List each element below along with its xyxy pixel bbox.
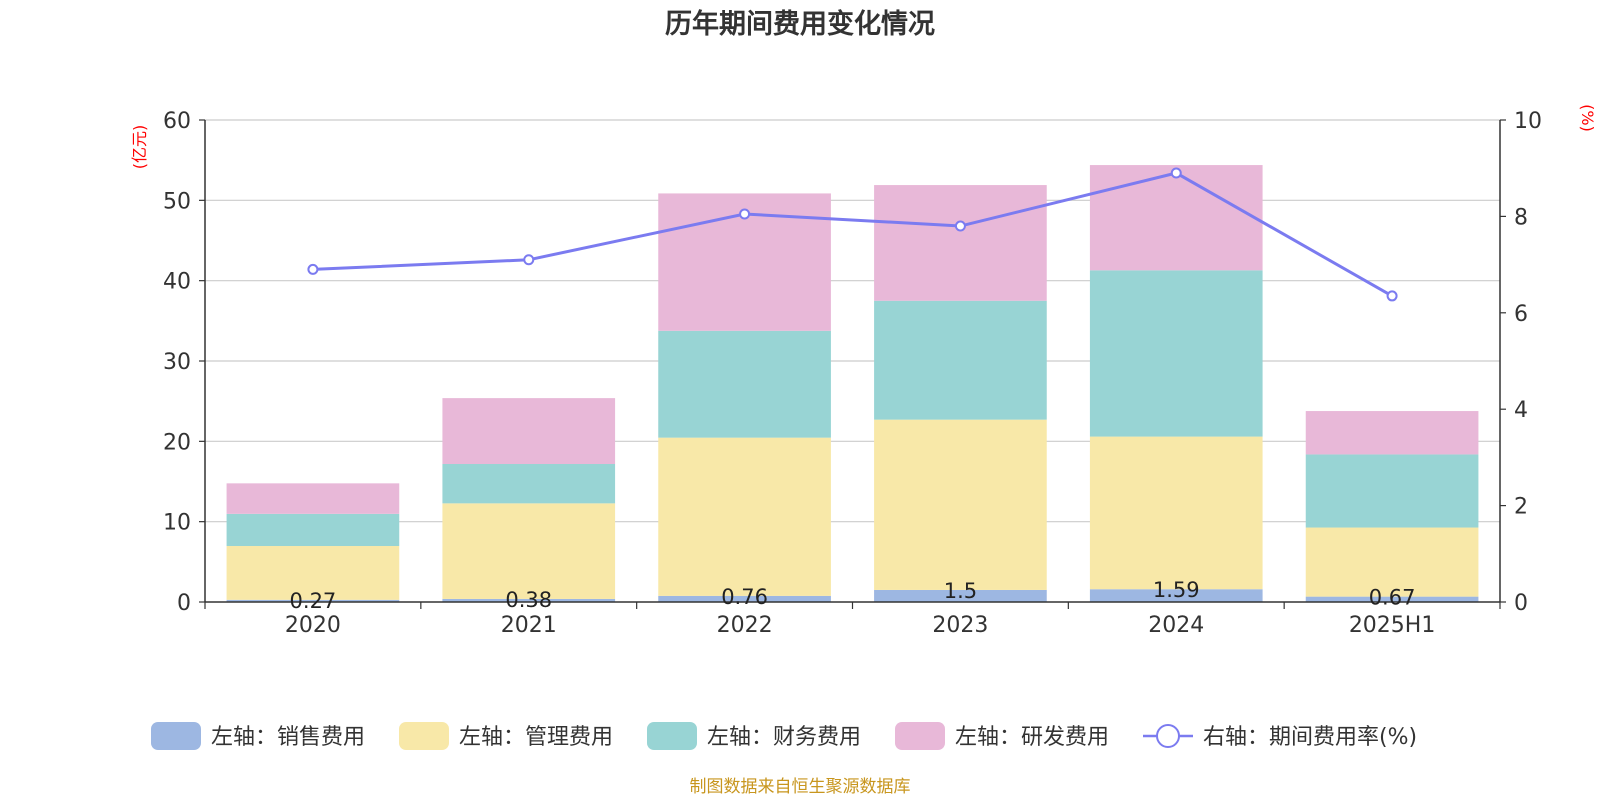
x-tick-label: 2023	[932, 613, 988, 638]
legend-label: 左轴：管理费用	[459, 725, 613, 750]
legend-marker	[1156, 724, 1180, 748]
y-right-tick-label: 2	[1514, 495, 1528, 520]
bar-segment	[874, 589, 1047, 602]
bar-segment	[1305, 527, 1479, 597]
data-label: 1.59	[1153, 578, 1200, 602]
rate-line	[307, 167, 1398, 302]
x-tick-label: 2020	[285, 613, 341, 638]
source-note: 制图数据来自恒生聚源数据库	[690, 777, 911, 797]
legend-swatch	[895, 722, 945, 750]
rate-point	[307, 263, 319, 275]
legend-swatch	[151, 722, 201, 750]
y-axis-left-label: (亿元)	[130, 125, 149, 170]
bar-segment	[442, 598, 616, 602]
data-labels: 0.27 0.38 0.76 1.5 1.59 0.67	[290, 578, 1416, 613]
y-left-tick-label: 40	[163, 270, 191, 295]
bar-segment	[442, 463, 616, 504]
y-left-tick-label: 20	[163, 430, 191, 455]
y-right-tick-label: 6	[1514, 302, 1528, 327]
grid-lines	[205, 119, 1500, 523]
rate-line-path	[312, 171, 1393, 298]
legend-item[interactable]: 左轴：研发费用	[895, 722, 1109, 750]
bars	[226, 165, 1479, 602]
y-right-tick-label: 8	[1514, 205, 1528, 230]
y-left-tick-label: 50	[163, 189, 191, 214]
legend-item[interactable]: 右轴：期间费用率(%)	[1143, 724, 1417, 750]
rate-point	[739, 208, 751, 220]
legend-item[interactable]: 左轴：财务费用	[647, 722, 861, 750]
data-label: 0.38	[505, 588, 552, 612]
bar-segment	[1089, 589, 1263, 602]
legend-item[interactable]: 左轴：管理费用	[399, 722, 613, 750]
bar-segment	[1305, 596, 1479, 602]
y-left-tick-label: 30	[163, 350, 191, 375]
bar-segment	[874, 419, 1047, 590]
rate-point	[1170, 167, 1182, 179]
bar-segment	[1305, 454, 1479, 528]
legend-swatch	[399, 722, 449, 750]
data-label: 0.27	[290, 589, 337, 613]
bar-segment	[1305, 411, 1479, 455]
y-left-tick-label: 60	[163, 109, 191, 134]
bar-segment	[226, 483, 400, 514]
bar-segment	[1089, 436, 1263, 590]
data-label: 1.5	[944, 579, 977, 603]
legend-swatch	[647, 722, 697, 750]
data-label: 0.67	[1369, 586, 1416, 610]
legend-label: 左轴：财务费用	[707, 725, 861, 750]
rate-point	[954, 220, 966, 232]
bar-segment	[1089, 165, 1263, 271]
y-left-tick-label: 10	[163, 511, 191, 536]
axes: 0 10 20 30 40 50 60 0 2 4 6 8 10 2020 2021 2022 2023 2024…	[163, 109, 1542, 638]
bar-segment	[658, 437, 831, 596]
legend[interactable]: 左轴：销售费用 左轴：管理费用 左轴：财务费用 左轴：研发费用 右轴：期间费用率(%)	[151, 722, 1417, 750]
legend-item[interactable]: 左轴：销售费用	[151, 722, 365, 750]
data-label: 0.76	[721, 585, 768, 609]
bar-segment	[874, 185, 1047, 301]
y-right-tick-label: 0	[1514, 591, 1528, 616]
x-tick-label: 2022	[717, 613, 773, 638]
legend-label: 右轴：期间费用率(%)	[1203, 725, 1417, 750]
x-tick-label: 2025H1	[1349, 613, 1436, 638]
legend-label: 左轴：研发费用	[955, 725, 1109, 750]
y-left-tick-label: 0	[177, 591, 191, 616]
bar-segment	[874, 300, 1047, 420]
bar-segment	[442, 503, 616, 599]
bar-segment	[658, 330, 831, 438]
y-axis-right-label: (%)	[1578, 104, 1597, 132]
bar-segment	[226, 513, 400, 547]
rate-point	[1386, 290, 1398, 302]
bar-segment	[226, 546, 400, 600]
y-right-tick-label: 10	[1514, 109, 1542, 134]
x-tick-label: 2021	[501, 613, 557, 638]
bar-segment	[226, 599, 400, 602]
rate-point	[523, 254, 535, 266]
legend-label: 左轴：销售费用	[211, 725, 365, 750]
bar-segment	[1089, 270, 1263, 437]
bar-segment	[442, 398, 616, 464]
y-right-tick-label: 4	[1514, 398, 1528, 423]
bar-segment	[658, 595, 831, 602]
chart-title: 历年期间费用变化情况	[665, 8, 935, 40]
x-tick-label: 2024	[1148, 613, 1204, 638]
